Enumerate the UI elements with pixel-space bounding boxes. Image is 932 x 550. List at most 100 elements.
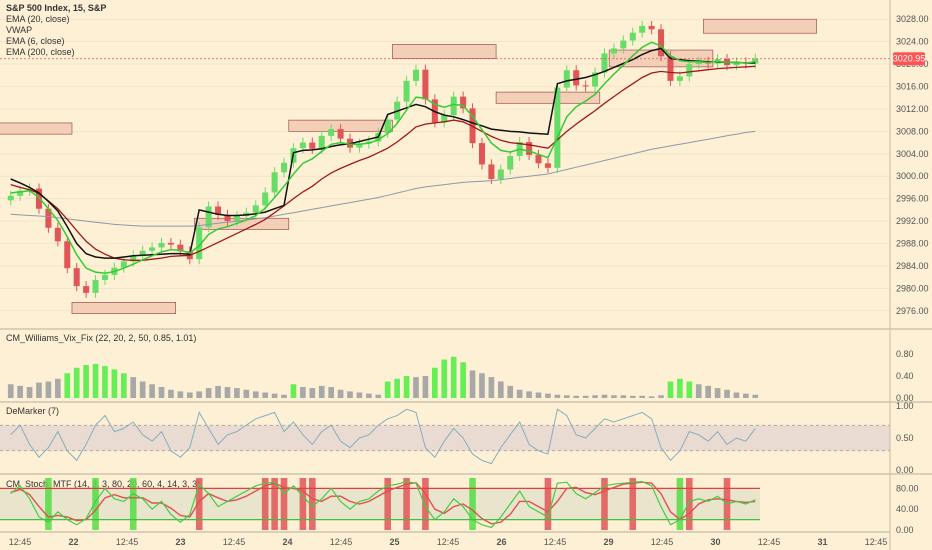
candle-down	[526, 142, 533, 155]
williams-bar	[554, 394, 561, 398]
time-tick-label: 26	[496, 537, 506, 547]
candle-up	[629, 32, 636, 41]
williams-tick-label: 0.80	[896, 349, 914, 359]
williams-bar	[705, 385, 711, 398]
candle-up	[610, 48, 617, 54]
williams-bar	[601, 394, 608, 398]
williams-bar	[120, 373, 127, 398]
williams-bar	[347, 391, 353, 398]
williams-bar	[356, 392, 363, 398]
williams-bar	[545, 393, 551, 398]
candle-up	[318, 135, 325, 149]
williams-bar	[403, 376, 410, 398]
demarker-band	[0, 425, 890, 451]
williams-bar	[290, 384, 297, 398]
time-tick-label: 12:45	[758, 537, 781, 547]
time-axis[interactable]: 12:45 22 12:45 23 12:45 24 12:45 25 12:45 26 12:45…	[0, 531, 890, 547]
williams-bar	[7, 384, 14, 398]
indicator-lines	[10, 41, 756, 274]
stoch-k-line	[10, 480, 756, 529]
williams-bar	[64, 373, 71, 398]
candle-down	[535, 154, 542, 164]
time-tick-label: 29	[603, 537, 613, 547]
stoch-buy-bar	[92, 478, 99, 530]
candle-down	[667, 56, 674, 81]
candle-up	[450, 96, 457, 116]
candle-up	[752, 58, 759, 64]
ema20-line	[10, 65, 756, 261]
price-panel[interactable]: 3028.003024.003020.003016.003012.003008.…	[0, 0, 929, 328]
price-tick-label: 3028.00	[896, 14, 929, 24]
time-tick-label: 12:45	[223, 537, 246, 547]
williams-bar	[73, 367, 80, 398]
williams-bar	[648, 396, 655, 398]
williams-bar	[262, 392, 269, 398]
stoch-sell-bar	[384, 478, 392, 530]
price-tick-label: 3016.00	[896, 82, 929, 92]
williams-bar	[234, 388, 240, 398]
stoch-buy-bar	[469, 478, 476, 530]
candle-down	[83, 286, 90, 293]
williams-vix-fix-panel[interactable]: CM_Williams_Vix_Fix (22, 20, 2, 50, 0.85…	[0, 328, 932, 403]
williams-bar	[130, 377, 137, 398]
candle-down	[177, 244, 184, 252]
demarker-panel[interactable]: DeMarker (7) 1.00 0.50 0.00	[0, 401, 932, 475]
price-axis[interactable]: 3028.003024.003020.003016.003012.003008.…	[896, 14, 929, 316]
time-tick-label: 12:45	[651, 537, 674, 547]
candle-down	[64, 241, 71, 269]
stoch-buy-bar	[45, 478, 52, 530]
williams-bar	[337, 389, 344, 398]
candle-down	[544, 163, 551, 168]
williams-bar	[629, 395, 636, 398]
candle-up	[271, 172, 278, 193]
stoch-mtf-panel[interactable]: CM_Stoch_MTF (14, 3, 3, 80, 20, 60, 4, 1…	[0, 473, 932, 535]
candle-up	[158, 242, 165, 248]
candle-up	[601, 53, 608, 73]
candle-up	[252, 205, 259, 213]
price-tick-label: 2992.00	[896, 216, 929, 226]
candle-up	[356, 143, 363, 148]
candle-down	[460, 96, 467, 109]
williams-bar	[309, 388, 316, 398]
price-zone	[495, 91, 601, 104]
stoch-tick-label: 40.00	[896, 504, 919, 514]
candle-up	[639, 25, 646, 33]
williams-bar	[639, 395, 646, 398]
stoch-d-line	[10, 481, 756, 525]
price-legend: S&P 500 Index, 15, S&P EMA (20, close) V…	[6, 3, 106, 57]
williams-bar	[366, 393, 372, 398]
candle-up	[139, 250, 146, 256]
price-tick-label: 3000.00	[896, 171, 929, 181]
candle-up	[554, 87, 561, 168]
price-tick-label: 2980.00	[896, 283, 929, 293]
williams-bar	[413, 377, 419, 398]
time-tick-label: 31	[817, 537, 827, 547]
williams-label: CM_Williams_Vix_Fix (22, 20, 2, 50, 0.85…	[6, 333, 196, 343]
candle-down	[422, 69, 429, 100]
williams-bar	[26, 387, 33, 398]
last-price-value: 3020.95	[893, 54, 926, 64]
candle-up	[620, 40, 627, 49]
candle-up	[592, 72, 599, 87]
williams-bar	[328, 387, 334, 398]
candle-down	[167, 242, 174, 245]
time-tick-label: 12:45	[437, 537, 460, 547]
williams-bar	[592, 395, 598, 398]
candle-up	[403, 80, 410, 102]
candle-up	[92, 279, 99, 293]
williams-bar	[281, 394, 287, 398]
stoch-band	[0, 488, 760, 520]
price-tick-label: 2996.00	[896, 194, 929, 204]
candle-up	[196, 227, 203, 260]
demarker-tick-label: 1.00	[896, 401, 914, 411]
time-tick-label: 12:45	[9, 537, 32, 547]
williams-bar	[563, 395, 570, 398]
candle-up	[384, 119, 391, 134]
candle-up	[130, 255, 137, 262]
williams-bar	[497, 381, 504, 398]
price-zone	[0, 122, 73, 135]
candle-down	[658, 29, 665, 57]
price-tick-label: 2976.00	[896, 306, 929, 316]
williams-bar	[45, 381, 52, 398]
